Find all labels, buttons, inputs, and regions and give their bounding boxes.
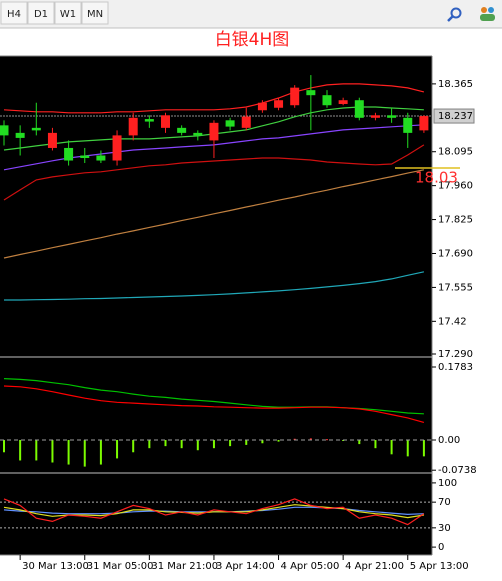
histogram-bar xyxy=(67,439,70,465)
histogram-bar xyxy=(116,439,119,459)
histogram-bar xyxy=(3,439,5,453)
histogram-bar xyxy=(35,439,38,461)
histogram-bar xyxy=(358,439,361,445)
candle-body xyxy=(306,90,316,96)
timeframe-label[interactable]: H4 xyxy=(7,9,21,20)
indicator-line xyxy=(3,498,425,526)
histogram-bar xyxy=(422,439,425,457)
histogram-bar xyxy=(390,439,393,455)
histogram-bar xyxy=(83,439,86,467)
histogram-bar xyxy=(326,439,328,441)
y-tick-label: 30 xyxy=(438,523,451,534)
histogram-bar xyxy=(196,439,199,451)
histogram-bar xyxy=(374,439,377,449)
candle-body xyxy=(80,155,90,159)
candle-body xyxy=(177,127,187,133)
timeframe-label[interactable]: W1 xyxy=(60,9,76,20)
candle-body xyxy=(161,115,170,128)
histogram-bar xyxy=(229,439,232,447)
timeframe-button[interactable] xyxy=(81,1,109,25)
candle-body xyxy=(290,87,300,106)
toolbar-buttons: H4 D1 W1 MN xyxy=(0,1,109,25)
current-price-label: 18.237 xyxy=(438,111,473,122)
candle-body xyxy=(15,132,25,138)
candle-body xyxy=(128,117,138,136)
chart-layer: 18.365 18.095 17.960 17.825 17.690 17.555 17.4… xyxy=(0,75,477,572)
histogram-bar xyxy=(212,439,215,449)
candle-body xyxy=(112,135,122,161)
candle-body xyxy=(322,95,332,106)
timeframe-button[interactable] xyxy=(27,1,55,25)
timeframe-label[interactable]: MN xyxy=(87,9,103,20)
histogram-bar xyxy=(309,438,312,440)
candle-body xyxy=(47,132,57,148)
y-tick-label: 0.1783 xyxy=(438,362,473,373)
y-tick-label: 17.825 xyxy=(438,215,473,226)
community-icon[interactable] xyxy=(480,7,495,21)
candle-body xyxy=(354,100,364,118)
histogram-bar xyxy=(19,439,22,461)
candle-body xyxy=(338,100,348,104)
indicator-line xyxy=(3,385,425,423)
y-tick-label: 17.290 xyxy=(438,349,473,360)
histogram-bar xyxy=(245,439,248,445)
candle-body xyxy=(419,116,429,131)
candle-body xyxy=(257,102,267,111)
histogram-bar xyxy=(277,439,280,442)
x-tick-label: 3 Apr 14:00 xyxy=(216,561,275,572)
y-tick-label: 70 xyxy=(438,497,451,508)
x-tick-label: 30 Mar 13:00 xyxy=(22,561,89,572)
candle-body xyxy=(241,116,251,128)
y-tick-label: 0 xyxy=(438,542,444,553)
candle-body xyxy=(403,117,413,133)
candle-body xyxy=(64,147,74,161)
histogram-bar xyxy=(99,439,102,465)
candle-body xyxy=(96,155,106,161)
candle-body xyxy=(225,120,235,127)
timeframe-button[interactable] xyxy=(0,1,28,25)
y-tick-label: -0.0738 xyxy=(438,465,477,476)
x-tick-label: 4 Apr 21:00 xyxy=(345,561,404,572)
timeframe-label[interactable]: D1 xyxy=(34,9,48,20)
candle-body xyxy=(274,100,284,108)
x-tick-label: 4 Apr 05:00 xyxy=(281,561,340,572)
candle-body xyxy=(209,122,219,141)
candle-body xyxy=(144,119,154,122)
y-tick-label: 17.555 xyxy=(438,282,473,293)
histogram-bar xyxy=(132,439,135,453)
indicator-line xyxy=(3,144,425,201)
y-tick-label: 18.095 xyxy=(438,147,473,158)
indicator-line xyxy=(4,271,425,301)
x-tick-label: 31 Mar 05:00 xyxy=(87,561,154,572)
timeframe-button[interactable] xyxy=(54,1,82,25)
candle-body xyxy=(31,127,41,131)
x-tick-label: 31 Mar 21:00 xyxy=(151,561,218,572)
histogram-bar xyxy=(180,439,183,449)
indicator-line xyxy=(3,169,425,259)
y-tick-label: 100 xyxy=(438,478,457,489)
chart-title: 白银4H图 xyxy=(215,30,290,50)
level-label: 18.03 xyxy=(415,169,458,187)
candle-body xyxy=(387,115,397,118)
histogram-bar xyxy=(164,439,167,447)
histogram-bar xyxy=(293,438,296,440)
y-tick-label: 17.42 xyxy=(438,316,467,327)
x-tick-label: 5 Apr 13:00 xyxy=(410,561,469,572)
candle-body xyxy=(193,132,203,136)
candle-body xyxy=(370,115,380,118)
y-tick-label: 0.00 xyxy=(438,435,460,446)
candle-body xyxy=(0,125,9,136)
search-icon[interactable] xyxy=(447,7,462,22)
histogram-bar xyxy=(261,439,264,444)
histogram-bar xyxy=(51,439,54,463)
current-price-box xyxy=(433,108,475,124)
indicator-line xyxy=(3,83,425,114)
y-tick-label: 17.960 xyxy=(438,181,473,192)
y-tick-label: 17.690 xyxy=(438,248,473,259)
y-tick-label: 18.365 xyxy=(438,79,473,90)
histogram-bar xyxy=(406,439,409,457)
histogram-bar xyxy=(148,439,151,449)
